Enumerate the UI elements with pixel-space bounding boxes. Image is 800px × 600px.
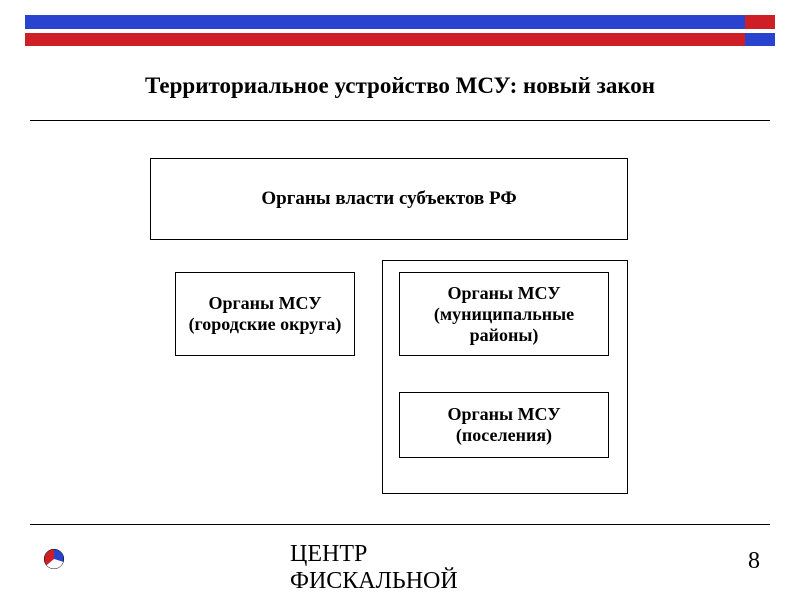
slide: Территориальное устройство МСУ: новый за… bbox=[0, 0, 800, 600]
box-subjects-rf: Органы власти субъектов РФ bbox=[150, 158, 628, 240]
box-municipal-raion: Органы МСУ (муниципальные районы) bbox=[399, 272, 609, 356]
stripe-top-left bbox=[25, 15, 745, 29]
page-title: Территориальное устройство МСУ: новый за… bbox=[30, 73, 770, 99]
stripe-bottom-left bbox=[25, 33, 745, 46]
box-city-okruga: Органы МСУ (городские округа) bbox=[175, 272, 355, 356]
footer-org-line2: ФИСКАЛЬНОЙ bbox=[290, 568, 458, 596]
page-number: 8 bbox=[748, 548, 760, 575]
stripe-bottom bbox=[25, 33, 775, 46]
org-logo-icon bbox=[40, 545, 68, 573]
stripe-bottom-right bbox=[745, 33, 775, 46]
stripe-top bbox=[25, 15, 775, 29]
footer-org: ЦЕНТР ФИСКАЛЬНОЙ bbox=[290, 541, 458, 596]
rule-top bbox=[30, 120, 770, 121]
stripe-top-right bbox=[745, 15, 775, 29]
rule-bottom bbox=[30, 524, 770, 525]
box-poselenia: Органы МСУ (поселения) bbox=[399, 392, 609, 458]
footer-org-line1: ЦЕНТР bbox=[290, 541, 458, 569]
